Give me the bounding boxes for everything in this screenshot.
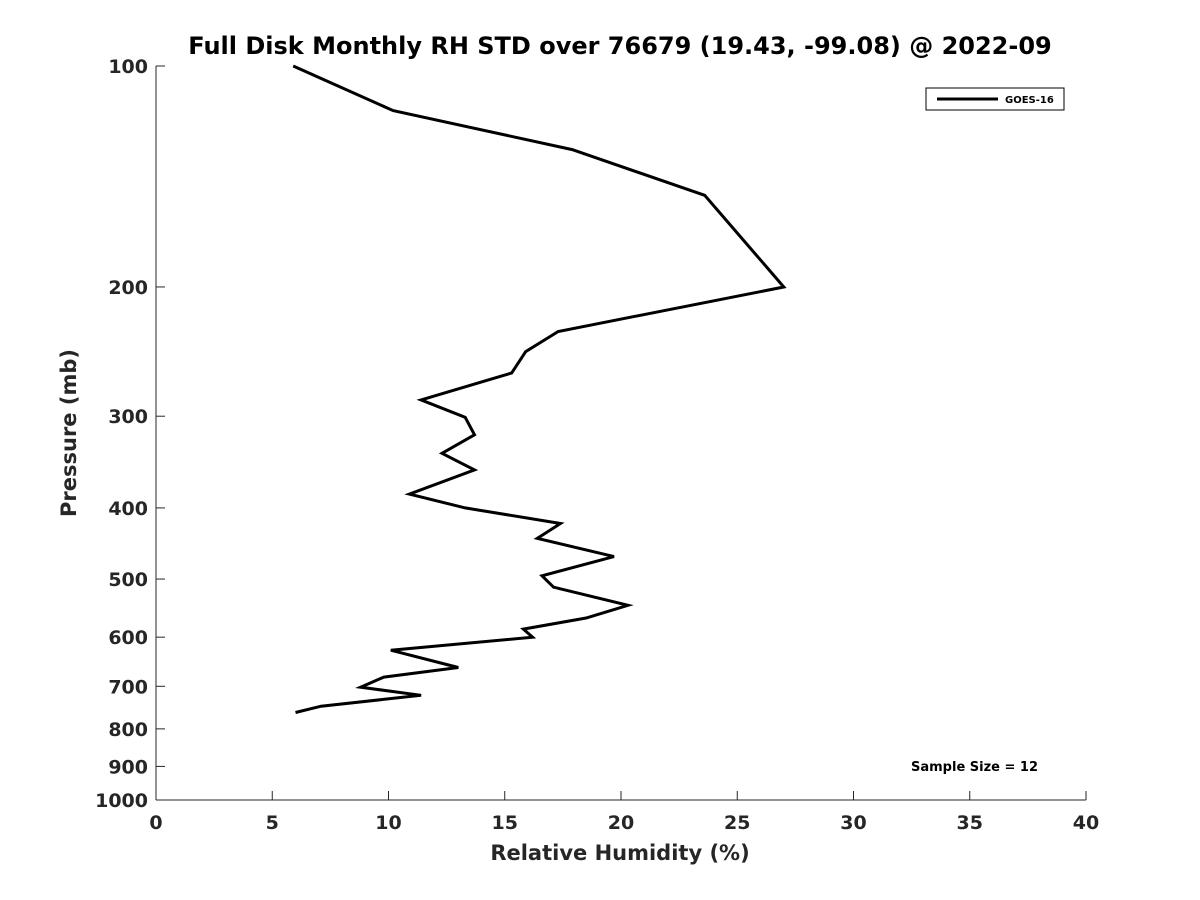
x-tick-label: 40	[1073, 812, 1099, 834]
x-tick-label: 35	[957, 812, 983, 834]
x-tick-label: 5	[266, 812, 279, 834]
y-tick-label: 300	[108, 406, 148, 428]
x-tick-label: 15	[492, 812, 518, 834]
y-tick-label: 400	[108, 498, 148, 520]
x-tick-label: 25	[724, 812, 750, 834]
y-axis-label: Pressure (mb)	[57, 349, 81, 517]
sample-size-annotation: Sample Size = 12	[911, 760, 1038, 775]
x-tick-label: 30	[840, 812, 866, 834]
chart-title: Full Disk Monthly RH STD over 76679 (19.…	[188, 32, 1051, 60]
x-tick-label: 10	[375, 812, 401, 834]
plot-area	[155, 64, 1086, 801]
y-tick-label: 200	[108, 277, 148, 299]
y-tick-label: 100	[108, 56, 148, 78]
y-tick-label: 700	[108, 676, 148, 698]
legend-entry-label: GOES-16	[1005, 95, 1054, 106]
x-tick-label: 0	[149, 812, 162, 834]
y-tick-label: 900	[108, 756, 148, 778]
y-tick-label: 500	[108, 569, 148, 591]
y-axis: 100 200 300 400 500 600 700 800 900 1000	[95, 56, 165, 812]
y-tick-label: 600	[108, 627, 148, 649]
x-axis-label: Relative Humidity (%)	[490, 841, 749, 865]
legend: GOES-16	[925, 87, 1065, 111]
y-tick-label: 800	[108, 719, 148, 741]
x-tick-label: 20	[608, 812, 634, 834]
x-axis: 0 5 10 15 20 25 30 35 40	[149, 791, 1099, 834]
series-line-goes-16	[292, 64, 787, 714]
y-tick-label: 1000	[95, 790, 148, 812]
